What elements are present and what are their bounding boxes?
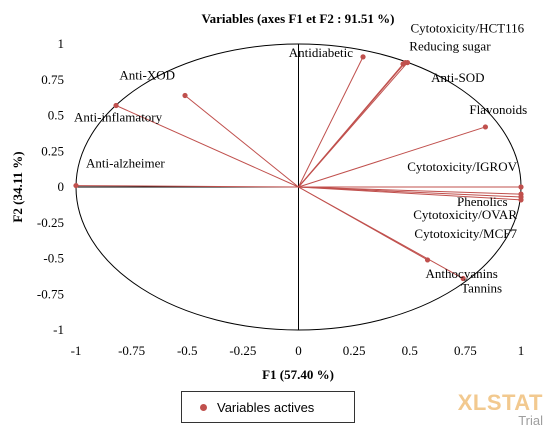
variable-label: Anti-SOD	[431, 70, 484, 85]
variable-labels: Cytotoxicity/HCT116 Reducing sugar Antidia…	[74, 21, 527, 296]
variable-vector	[115, 105, 299, 188]
variable-vector	[298, 186, 522, 201]
watermark-edition: Trial	[518, 413, 543, 428]
variable-label: Cytotoxicity/IGROV	[407, 159, 517, 174]
variable-vector	[298, 63, 404, 188]
x-tick-labels: -1 -0.75 -0.5 -0.25 0 0.25 0.5 0.75 1	[71, 343, 525, 358]
variable-label: Anthocyanins	[426, 266, 498, 281]
y-axis-label: F2 (34.11 %)	[10, 151, 25, 222]
variable-points	[73, 54, 524, 282]
variable-vector	[298, 126, 486, 188]
chart-title: Variables (axes F1 et F2 : 91.51 %)	[201, 11, 394, 26]
y-tick-label: -0.25	[37, 215, 64, 230]
x-tick-label: 0.25	[343, 343, 366, 358]
y-tick-label: 0.75	[41, 72, 64, 87]
x-tick-label: -0.25	[229, 343, 256, 358]
y-tick-label: -1	[53, 322, 64, 337]
y-tick-labels: 1 0.75 0.5 0.25 0 -0.25 -0.5 -0.75 -1	[37, 36, 64, 337]
variable-point	[182, 92, 188, 99]
variable-label: Reducing sugar	[409, 39, 491, 54]
x-tick-label: 0.5	[402, 343, 418, 358]
variable-point	[518, 197, 524, 203]
legend-label: Variables actives	[217, 399, 315, 415]
variable-label: Anti-alzheimer	[86, 156, 165, 171]
variable-vector	[75, 185, 299, 188]
watermark: XLSTAT Trial	[455, 392, 543, 428]
y-tick-label: -0.75	[37, 286, 64, 301]
x-tick-label: -0.75	[118, 343, 145, 358]
variable-vector	[298, 186, 464, 279]
y-tick-label: 0	[58, 179, 65, 194]
variable-point	[360, 54, 366, 60]
variable-label: Cytotoxicity/OVAR	[413, 207, 517, 222]
variable-label: Flavonoids	[469, 102, 527, 117]
variable-point	[400, 61, 406, 67]
y-tick-label: 0.25	[41, 143, 64, 158]
variable-point	[424, 257, 431, 263]
variable-label: Cytotoxicity/MCF7	[414, 226, 517, 241]
x-tick-label: 0.75	[454, 343, 477, 358]
variable-vector	[184, 95, 299, 188]
x-tick-label: -0.5	[177, 343, 198, 358]
y-tick-label: 0.5	[48, 108, 64, 123]
variable-label: Tannins	[461, 281, 502, 296]
x-tick-label: -1	[71, 343, 82, 358]
variable-point	[460, 275, 466, 282]
x-tick-label: 0	[295, 343, 302, 358]
variable-point	[113, 102, 119, 109]
legend: Variables actives	[181, 391, 355, 423]
legend-marker	[200, 403, 207, 411]
watermark-brand: XLSTAT	[457, 390, 543, 415]
variable-point	[73, 182, 79, 189]
variable-label: Antidiabetic	[289, 45, 353, 60]
variable-label: Anti-XOD	[119, 67, 175, 82]
variable-point	[482, 124, 488, 130]
y-tick-label: -0.5	[43, 251, 64, 266]
x-tick-label: 1	[518, 343, 525, 358]
variable-label: Anti-inflamatory	[74, 109, 163, 124]
variable-point	[518, 184, 524, 190]
variable-label: Phenolics	[457, 194, 508, 209]
x-axis-label: F1 (57.40 %)	[262, 367, 334, 382]
y-tick-label: 1	[58, 36, 65, 51]
variable-vector	[298, 56, 364, 188]
variable-vectors	[75, 56, 522, 279]
variable-label: Cytotoxicity/HCT116	[411, 21, 525, 36]
